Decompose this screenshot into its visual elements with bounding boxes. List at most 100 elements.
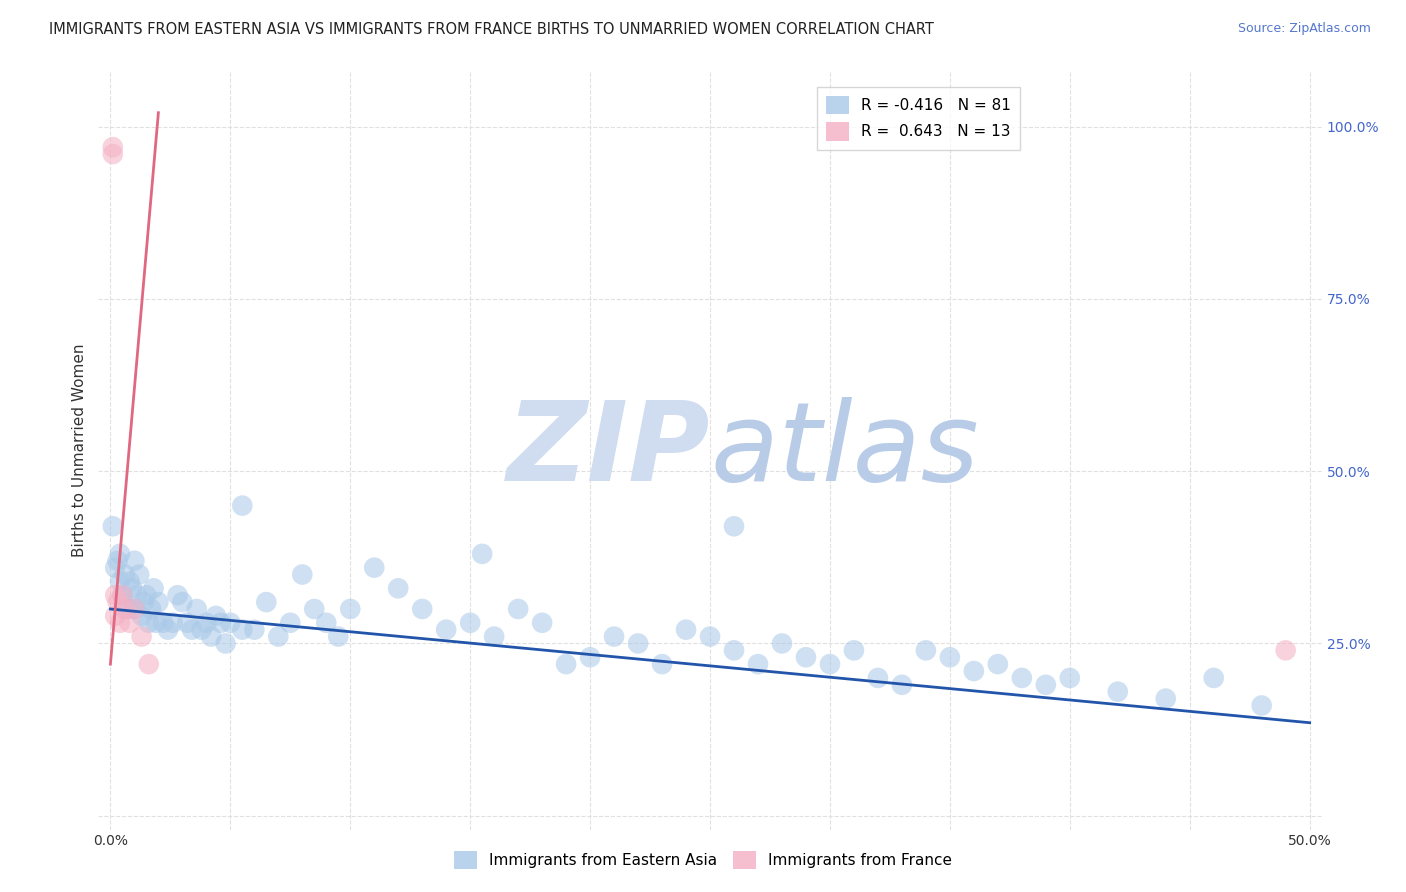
Legend: R = -0.416   N = 81, R =  0.643   N = 13: R = -0.416 N = 81, R = 0.643 N = 13: [817, 87, 1021, 150]
Point: [231, 499, 253, 513]
Point: [111, 588, 134, 602]
Point: [1059, 671, 1081, 685]
Point: [107, 595, 129, 609]
Point: [471, 547, 494, 561]
Point: [866, 671, 889, 685]
Point: [172, 595, 194, 609]
Point: [135, 588, 157, 602]
Point: [209, 615, 232, 630]
Text: Source: ZipAtlas.com: Source: ZipAtlas.com: [1237, 22, 1371, 36]
Point: [181, 623, 204, 637]
Text: IMMIGRANTS FROM EASTERN ASIA VS IMMIGRANTS FROM FRANCE BIRTHS TO UNMARRIED WOMEN: IMMIGRANTS FROM EASTERN ASIA VS IMMIGRAN…: [49, 22, 934, 37]
Point: [842, 643, 865, 657]
Point: [104, 608, 127, 623]
Point: [699, 630, 721, 644]
Point: [118, 574, 141, 589]
Point: [328, 630, 350, 644]
Point: [195, 615, 218, 630]
Point: [124, 602, 146, 616]
Point: [128, 567, 150, 582]
Point: [142, 582, 165, 596]
Point: [166, 588, 188, 602]
Point: [118, 615, 141, 630]
Point: [190, 623, 212, 637]
Point: [214, 636, 236, 650]
Point: [152, 615, 174, 630]
Point: [138, 657, 160, 672]
Point: [1011, 671, 1033, 685]
Point: [1035, 678, 1057, 692]
Point: [254, 595, 277, 609]
Text: ZIP: ZIP: [506, 397, 710, 504]
Point: [747, 657, 769, 672]
Legend: Immigrants from Eastern Asia, Immigrants from France: Immigrants from Eastern Asia, Immigrants…: [449, 845, 957, 875]
Point: [458, 615, 481, 630]
Point: [132, 595, 155, 609]
Point: [579, 650, 602, 665]
Point: [115, 602, 138, 616]
Point: [101, 140, 124, 154]
Point: [138, 615, 160, 630]
Point: [339, 602, 361, 616]
Point: [987, 657, 1010, 672]
Point: [176, 615, 198, 630]
Point: [124, 554, 146, 568]
Point: [651, 657, 673, 672]
Point: [387, 582, 409, 596]
Point: [434, 623, 457, 637]
Point: [818, 657, 841, 672]
Point: [243, 623, 266, 637]
Point: [278, 615, 301, 630]
Point: [108, 615, 131, 630]
Y-axis label: Births to Unmarried Women: Births to Unmarried Women: [72, 343, 87, 558]
Point: [723, 643, 745, 657]
Point: [131, 630, 153, 644]
Point: [627, 636, 650, 650]
Point: [104, 588, 127, 602]
Point: [675, 623, 697, 637]
Point: [304, 602, 326, 616]
Point: [156, 623, 179, 637]
Point: [1154, 691, 1177, 706]
Point: [108, 574, 131, 589]
Point: [794, 650, 817, 665]
Point: [531, 615, 554, 630]
Point: [104, 560, 127, 574]
Point: [291, 567, 314, 582]
Point: [107, 554, 129, 568]
Point: [114, 567, 136, 582]
Point: [939, 650, 962, 665]
Point: [890, 678, 912, 692]
Point: [145, 615, 167, 630]
Point: [131, 608, 153, 623]
Point: [915, 643, 938, 657]
Point: [148, 595, 170, 609]
Point: [1202, 671, 1225, 685]
Point: [111, 588, 134, 602]
Point: [121, 582, 143, 596]
Point: [125, 588, 148, 602]
Point: [205, 608, 228, 623]
Point: [363, 560, 385, 574]
Point: [963, 664, 986, 678]
Point: [315, 615, 337, 630]
Point: [723, 519, 745, 533]
Point: [219, 615, 242, 630]
Point: [108, 547, 131, 561]
Point: [508, 602, 530, 616]
Point: [1250, 698, 1272, 713]
Point: [555, 657, 578, 672]
Point: [770, 636, 793, 650]
Point: [231, 623, 253, 637]
Point: [124, 602, 146, 616]
Point: [101, 147, 124, 161]
Point: [200, 630, 222, 644]
Text: atlas: atlas: [710, 397, 979, 504]
Point: [186, 602, 208, 616]
Point: [1107, 684, 1129, 698]
Point: [482, 630, 505, 644]
Point: [1274, 643, 1296, 657]
Point: [114, 602, 136, 616]
Point: [141, 602, 163, 616]
Point: [162, 615, 184, 630]
